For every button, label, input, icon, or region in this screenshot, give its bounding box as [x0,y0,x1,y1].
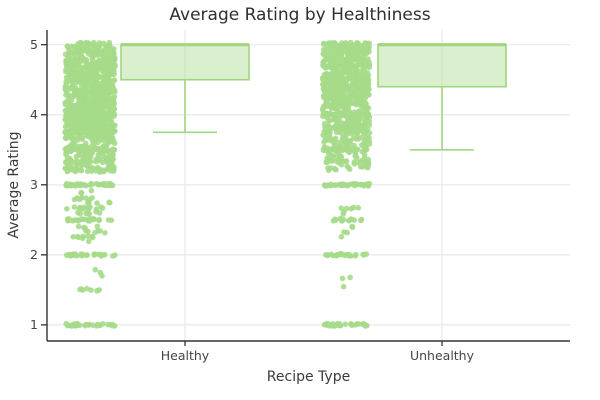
chart-title: Average Rating by Healthiness [169,5,431,25]
y-tick-label: 4 [30,106,38,122]
y-tick-label: 5 [30,36,38,52]
y-tick-label: 2 [30,246,38,262]
y-tick-label: 1 [30,316,38,332]
box-unhealthy [377,43,507,88]
x-tick-label: Unhealthy [409,348,475,363]
y-tick-label: 3 [30,176,38,192]
sample-points-healthy [62,39,118,329]
box-healthy [120,43,250,81]
sample-points-unhealthy [319,39,373,329]
x-axis-title: Recipe Type [266,369,351,385]
x-tick-label: Healthy [160,348,210,363]
